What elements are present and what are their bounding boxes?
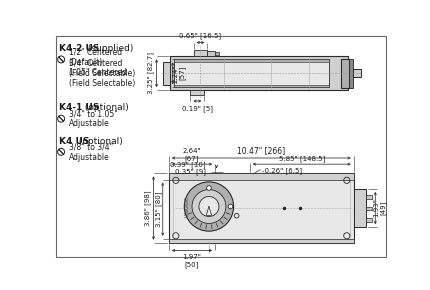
Bar — [169, 239, 353, 243]
Text: LINKAGE: LINKAGE — [184, 196, 190, 217]
Bar — [173, 85, 329, 87]
Bar — [173, 59, 329, 87]
Text: 1.97"
[50]: 1.97" [50] — [182, 254, 201, 268]
Bar — [173, 59, 329, 62]
Bar — [207, 51, 215, 56]
Text: 1.05" Centered
(Field Selectable): 1.05" Centered (Field Selectable) — [69, 68, 135, 88]
Bar — [193, 50, 207, 56]
Circle shape — [184, 182, 233, 231]
Text: K4-1 US: K4-1 US — [58, 104, 99, 113]
Text: (optional): (optional) — [82, 104, 128, 113]
Bar — [365, 195, 372, 199]
Circle shape — [227, 204, 232, 209]
Bar — [169, 173, 353, 180]
Text: 3/4" to 1.05"
Adjustable: 3/4" to 1.05" Adjustable — [69, 109, 117, 128]
Bar — [348, 59, 352, 88]
Bar — [172, 177, 349, 239]
Text: (optional): (optional) — [76, 137, 122, 146]
Text: 1.93"
[49]: 1.93" [49] — [372, 199, 386, 218]
Text: 10.47" [266]: 10.47" [266] — [237, 146, 285, 155]
Bar — [352, 69, 360, 77]
Bar — [215, 52, 218, 55]
Bar — [169, 173, 353, 243]
Text: 0.19" [5]: 0.19" [5] — [181, 105, 212, 112]
Bar — [170, 56, 347, 90]
Circle shape — [206, 186, 211, 190]
Bar — [365, 218, 372, 222]
Text: 0.65" [16.5]: 0.65" [16.5] — [179, 32, 221, 39]
Bar — [341, 59, 348, 88]
Text: (supplied): (supplied) — [85, 44, 133, 53]
Text: 3.86" [98]: 3.86" [98] — [144, 190, 150, 226]
Text: 3/8" to 3/4"
Adjustable: 3/8" to 3/4" Adjustable — [69, 142, 113, 162]
Text: K4-2 US: K4-2 US — [58, 44, 99, 53]
Bar — [190, 90, 204, 95]
Circle shape — [199, 197, 218, 217]
Text: -0.26" [6.5]: -0.26" [6.5] — [261, 168, 301, 175]
Circle shape — [192, 190, 225, 224]
Text: K4 US: K4 US — [58, 137, 89, 146]
Text: 0.39" [10]: 0.39" [10] — [170, 161, 206, 168]
Text: 0.35" [9]: 0.35" [9] — [175, 168, 206, 175]
Bar — [163, 62, 170, 85]
Text: 3/4" Centered
(Field Selectable): 3/4" Centered (Field Selectable) — [69, 59, 135, 78]
Text: 1/2" Centered
(Default): 1/2" Centered (Default) — [69, 48, 122, 67]
Text: 3.25" [82.7]: 3.25" [82.7] — [147, 52, 154, 94]
Text: 2.64"
[67]: 2.64" [67] — [182, 148, 201, 162]
Text: 5.85" [148.5]: 5.85" [148.5] — [278, 155, 324, 162]
Bar — [365, 206, 372, 210]
Text: 3.15" [80]: 3.15" [80] — [154, 191, 161, 227]
Text: 2.24"
[57]: 2.24" [57] — [172, 64, 185, 83]
Bar — [353, 189, 365, 227]
